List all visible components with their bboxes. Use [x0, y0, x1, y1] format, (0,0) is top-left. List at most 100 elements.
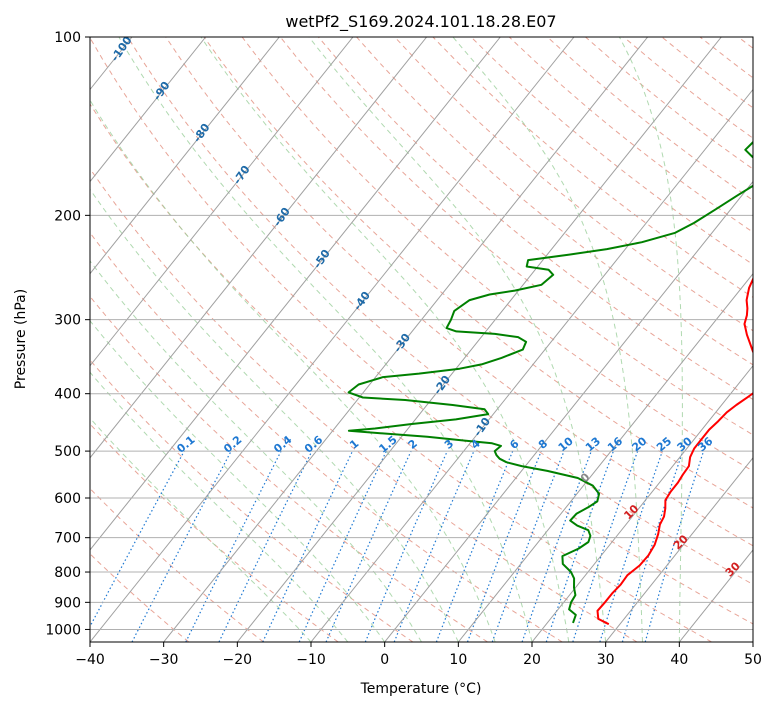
dry-adiabat-line [699, 37, 753, 79]
y-tick-label: 900 [54, 595, 81, 611]
mixing-ratio-line [466, 450, 542, 642]
moist-adiabat-line [90, 260, 422, 642]
x-tick-label: 50 [744, 652, 762, 668]
y-axis-title: Pressure (hPa) [13, 289, 29, 389]
isobars [90, 37, 753, 630]
dry-adiabat-line [90, 295, 488, 642]
dry-adiabat-line [279, 37, 753, 436]
mixing-ratio-label: 0.2 [221, 433, 244, 455]
dry-adiabat-line [90, 103, 712, 642]
x-axis-title: Temperature (°C) [360, 681, 482, 697]
profile-line [347, 140, 753, 624]
isotherm-line [310, 88, 753, 642]
moist-adiabat-line [308, 37, 607, 642]
isotherm-line [531, 364, 753, 642]
mixing-ratio-label: 6 [507, 437, 521, 452]
y-tick-label: 600 [54, 491, 81, 507]
moist-adiabat-line [90, 417, 312, 642]
moist-adiabat-line [90, 320, 386, 642]
x-tick-label: −20 [223, 652, 253, 668]
moist-adiabat-line [90, 99, 496, 642]
isotherm-line [678, 549, 753, 642]
y-tick-label: 200 [54, 208, 81, 224]
dry-adiabat-line [127, 37, 753, 586]
dry-adiabat-line [90, 167, 638, 642]
isotherm-line [90, 37, 575, 642]
mixing-ratio-line [90, 450, 185, 628]
y-tick-label: 800 [54, 565, 81, 581]
moist-adiabat-line [90, 371, 349, 642]
dry-adiabat-line [470, 37, 753, 266]
dry-adiabat-line [508, 37, 753, 233]
mixing-ratio-label: 1 [347, 437, 361, 452]
x-tick-label: 0 [380, 652, 389, 668]
mixing-ratio-line [218, 450, 313, 642]
dry-adiabat-line [90, 553, 190, 642]
isotherm-line [163, 37, 649, 642]
isopleth-labels: 0.1 0.2 0.4 0.6 1 1.5 2 3 4 6 8 10 13 16 20 25 30 36-100-… [108, 37, 743, 580]
y-axis: 100 200 300 400 500 600 700 800 900 1000 [45, 30, 90, 638]
mixing-ratio-line [364, 450, 448, 642]
isotherm-line [384, 180, 753, 642]
dry-adiabat-line [165, 37, 753, 547]
mixing-ratio-label: 1.5 [376, 433, 399, 455]
mixing-ratio-line [599, 450, 663, 642]
moist-adiabat-label: 0 [578, 470, 593, 485]
y-tick-label: 500 [54, 444, 81, 460]
dry-adiabat-line [394, 37, 753, 332]
mixing-ratio-line [621, 450, 684, 642]
dry-adiabat-line [318, 37, 753, 401]
mixing-ratio-line [325, 450, 412, 642]
isotherm-line [90, 37, 207, 183]
moist-adiabat-line [118, 37, 533, 642]
isotherm-line [90, 37, 354, 367]
mixing-ratio-line [298, 450, 387, 642]
y-tick-label: 1000 [45, 622, 81, 638]
moist-adiabat-line [452, 37, 643, 642]
moist-adiabat-line [200, 37, 570, 642]
mixing-ratio-line [572, 450, 639, 642]
moist-adiabat-line [90, 188, 459, 642]
mixing-ratio-line [545, 450, 614, 642]
moist-adiabats [90, 37, 683, 642]
mixing-ratio-label: 2 [406, 437, 420, 452]
isotherm-line [90, 37, 280, 275]
isotherm-line [457, 272, 753, 642]
dry-adiabat-line [547, 37, 753, 201]
x-tick-label: −30 [149, 652, 179, 668]
dry-adiabat-line [90, 423, 339, 642]
x-axis: −40 −30 −20 −10 0 10 20 30 40 50 [75, 642, 762, 668]
dry-adiabat-line [90, 231, 563, 642]
mixing-ratio-line [435, 450, 514, 642]
mixing-ratio-line [521, 450, 592, 642]
moist-adiabat-label: 30 [723, 559, 743, 579]
chart-title: wetPf2_S169.2024.101.18.28.E07 [285, 12, 556, 32]
plot-area: 0.1 0.2 0.4 0.6 1 1.5 2 3 4 6 8 10 13 16 20 25 30 36-100-… [0, 37, 753, 642]
x-tick-label: −40 [75, 652, 105, 668]
mixing-ratio-line [185, 450, 282, 642]
dry-adiabat-line [90, 487, 264, 642]
dry-adiabat-line [432, 37, 753, 298]
mixing-ratio-label: 0.4 [271, 433, 295, 456]
isotherm-line [0, 37, 58, 642]
moist-adiabat-label: 20 [671, 532, 691, 552]
dry-adiabats [90, 37, 753, 642]
isotherms [0, 37, 753, 642]
dry-adiabat-line [737, 37, 753, 49]
x-tick-label: −10 [296, 652, 326, 668]
dry-adiabat-line [203, 37, 753, 509]
y-tick-label: 300 [54, 313, 81, 329]
profile-line [596, 276, 753, 626]
y-tick-label: 400 [54, 387, 81, 403]
dry-adiabat-line [90, 37, 753, 625]
dry-adiabat-line [356, 37, 753, 366]
x-tick-label: 30 [597, 652, 615, 668]
mixing-ratio-lines [90, 450, 705, 642]
y-tick-label: 100 [54, 30, 81, 46]
isotherm-line [90, 37, 428, 459]
plot-frame [89, 36, 754, 643]
isotherm-line [752, 641, 753, 642]
y-tick-label: 700 [54, 531, 81, 547]
moist-adiabat-line [618, 37, 683, 642]
